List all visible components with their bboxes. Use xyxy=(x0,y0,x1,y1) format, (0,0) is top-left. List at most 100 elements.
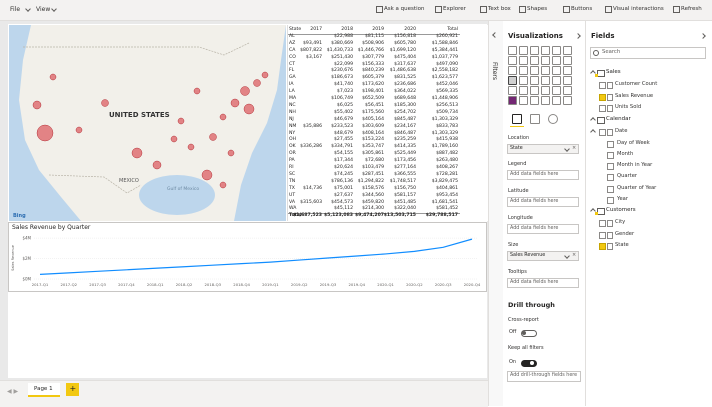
menu-item[interactable]: View xyxy=(36,6,51,13)
viz-icon[interactable] xyxy=(530,86,539,95)
field-table[interactable]: Customers xyxy=(606,207,636,213)
toolbar-button[interactable]: Ask a question xyxy=(384,6,425,12)
viz-icon[interactable] xyxy=(508,66,517,75)
viz-icon[interactable] xyxy=(552,46,561,55)
tab-underline xyxy=(510,126,524,127)
table-total: $29,788,517 xyxy=(425,213,458,219)
viz-icon[interactable] xyxy=(530,76,539,85)
toolbar-button[interactable]: Refresh xyxy=(681,6,702,12)
checkbox[interactable] xyxy=(599,220,606,227)
toggle[interactable] xyxy=(521,330,537,337)
viz-icon[interactable] xyxy=(552,66,561,75)
map-label: UNITED STATES xyxy=(109,111,170,119)
field-name[interactable]: Units Sold xyxy=(615,104,642,111)
checkbox[interactable] xyxy=(607,163,614,171)
field-name[interactable]: Month xyxy=(617,151,634,157)
viz-icon[interactable] xyxy=(563,46,572,55)
checkbox[interactable] xyxy=(607,152,614,159)
field-name[interactable]: Date xyxy=(615,128,628,135)
viz-icon[interactable] xyxy=(563,76,572,85)
viz-icon[interactable] xyxy=(541,56,550,65)
viz-icon[interactable] xyxy=(541,46,550,55)
toolbar-button[interactable]: Visual interactions xyxy=(613,6,664,12)
filters-title[interactable]: Filters xyxy=(491,62,498,80)
field-name[interactable]: Quarter xyxy=(617,173,638,180)
checkbox[interactable] xyxy=(599,93,606,101)
pane-tab-icon[interactable] xyxy=(548,114,558,124)
field-name[interactable]: State xyxy=(615,242,629,249)
viz-icon[interactable] xyxy=(552,56,561,65)
line-chart[interactable]: Sales Revenue by Quarter Sales Revenue $0M… xyxy=(8,222,487,292)
field-well[interactable] xyxy=(507,278,579,288)
viz-icon[interactable] xyxy=(530,46,539,55)
checkbox[interactable] xyxy=(599,243,606,251)
viz-icon[interactable] xyxy=(508,46,517,55)
field-name[interactable]: Sales Revenue xyxy=(615,92,654,99)
field-well[interactable] xyxy=(507,224,579,234)
checkbox[interactable] xyxy=(599,82,606,89)
field-well[interactable] xyxy=(507,371,581,382)
viz-icon[interactable] xyxy=(508,76,517,85)
toolbar-button[interactable]: Buttons xyxy=(571,6,593,12)
viz-icon[interactable] xyxy=(519,76,528,85)
viz-icon[interactable] xyxy=(552,96,561,105)
field-name[interactable]: City xyxy=(615,219,626,225)
viz-icon[interactable] xyxy=(552,76,561,85)
viz-icon[interactable] xyxy=(563,56,572,65)
checkbox[interactable] xyxy=(607,196,614,204)
field-table[interactable]: Sales xyxy=(606,69,621,75)
table-visual[interactable] xyxy=(287,25,488,221)
viz-icon[interactable] xyxy=(530,66,539,75)
viz-icon[interactable] xyxy=(541,86,550,95)
viz-icon[interactable] xyxy=(519,96,528,105)
viz-icon[interactable] xyxy=(508,86,517,95)
viz-icon[interactable] xyxy=(530,96,539,105)
checkbox[interactable] xyxy=(599,129,606,137)
viz-icon[interactable] xyxy=(508,56,517,65)
viz-icon[interactable] xyxy=(563,96,572,105)
viz-icon[interactable] xyxy=(541,66,550,75)
add-page[interactable] xyxy=(66,383,79,396)
pane-tab-icon[interactable] xyxy=(512,114,522,124)
viz-icon[interactable] xyxy=(508,96,517,105)
checkbox[interactable] xyxy=(607,174,614,182)
x-tick-label: 2017-Q3 xyxy=(89,282,106,287)
menu-item[interactable]: File xyxy=(10,6,21,13)
viz-icon[interactable] xyxy=(541,76,550,85)
pane-tab-icon[interactable] xyxy=(530,114,540,124)
viz-icon[interactable] xyxy=(530,56,539,65)
viz-icon[interactable] xyxy=(552,86,561,95)
field-well[interactable] xyxy=(507,144,579,154)
field-name[interactable]: Month in Year xyxy=(617,162,653,169)
toggle[interactable] xyxy=(521,360,537,367)
well-label: Longitude xyxy=(508,215,533,221)
field-name[interactable]: Gender xyxy=(615,230,635,237)
checkbox[interactable] xyxy=(607,185,614,193)
viz-icon[interactable] xyxy=(563,86,572,95)
field-name[interactable]: Customer Count xyxy=(615,81,658,87)
viz-icon[interactable] xyxy=(519,86,528,95)
viz-icon[interactable] xyxy=(519,56,528,65)
page-nav-arrows[interactable]: ◀ ▶ xyxy=(7,388,19,395)
page-tab[interactable] xyxy=(28,383,60,397)
field-well[interactable] xyxy=(507,170,579,180)
viz-icon[interactable] xyxy=(519,66,528,75)
toolbar-button[interactable]: Explorer xyxy=(443,6,466,12)
field-table[interactable]: Calendar xyxy=(606,116,631,123)
field-well[interactable] xyxy=(507,251,579,261)
field-name[interactable]: Day of Week xyxy=(617,139,650,146)
field-name[interactable]: Quarter of Year xyxy=(617,184,657,191)
checkbox[interactable] xyxy=(599,231,606,239)
viz-icon[interactable] xyxy=(519,46,528,55)
field-well[interactable] xyxy=(507,197,579,207)
viz-icon[interactable] xyxy=(541,96,550,105)
viz-icon[interactable] xyxy=(563,66,572,75)
map-visual[interactable]: UNITED STATES MEXICO Gulf of Mexico Bing xyxy=(9,25,286,221)
toolbar-button[interactable]: Text box xyxy=(488,6,511,12)
checkbox[interactable] xyxy=(607,140,614,148)
field-name[interactable]: Year xyxy=(617,195,628,202)
toolbar-button[interactable]: Shapes xyxy=(527,6,548,12)
table-cell: $48,679 xyxy=(334,130,353,136)
search-box[interactable] xyxy=(590,47,706,59)
checkbox[interactable] xyxy=(599,105,606,113)
